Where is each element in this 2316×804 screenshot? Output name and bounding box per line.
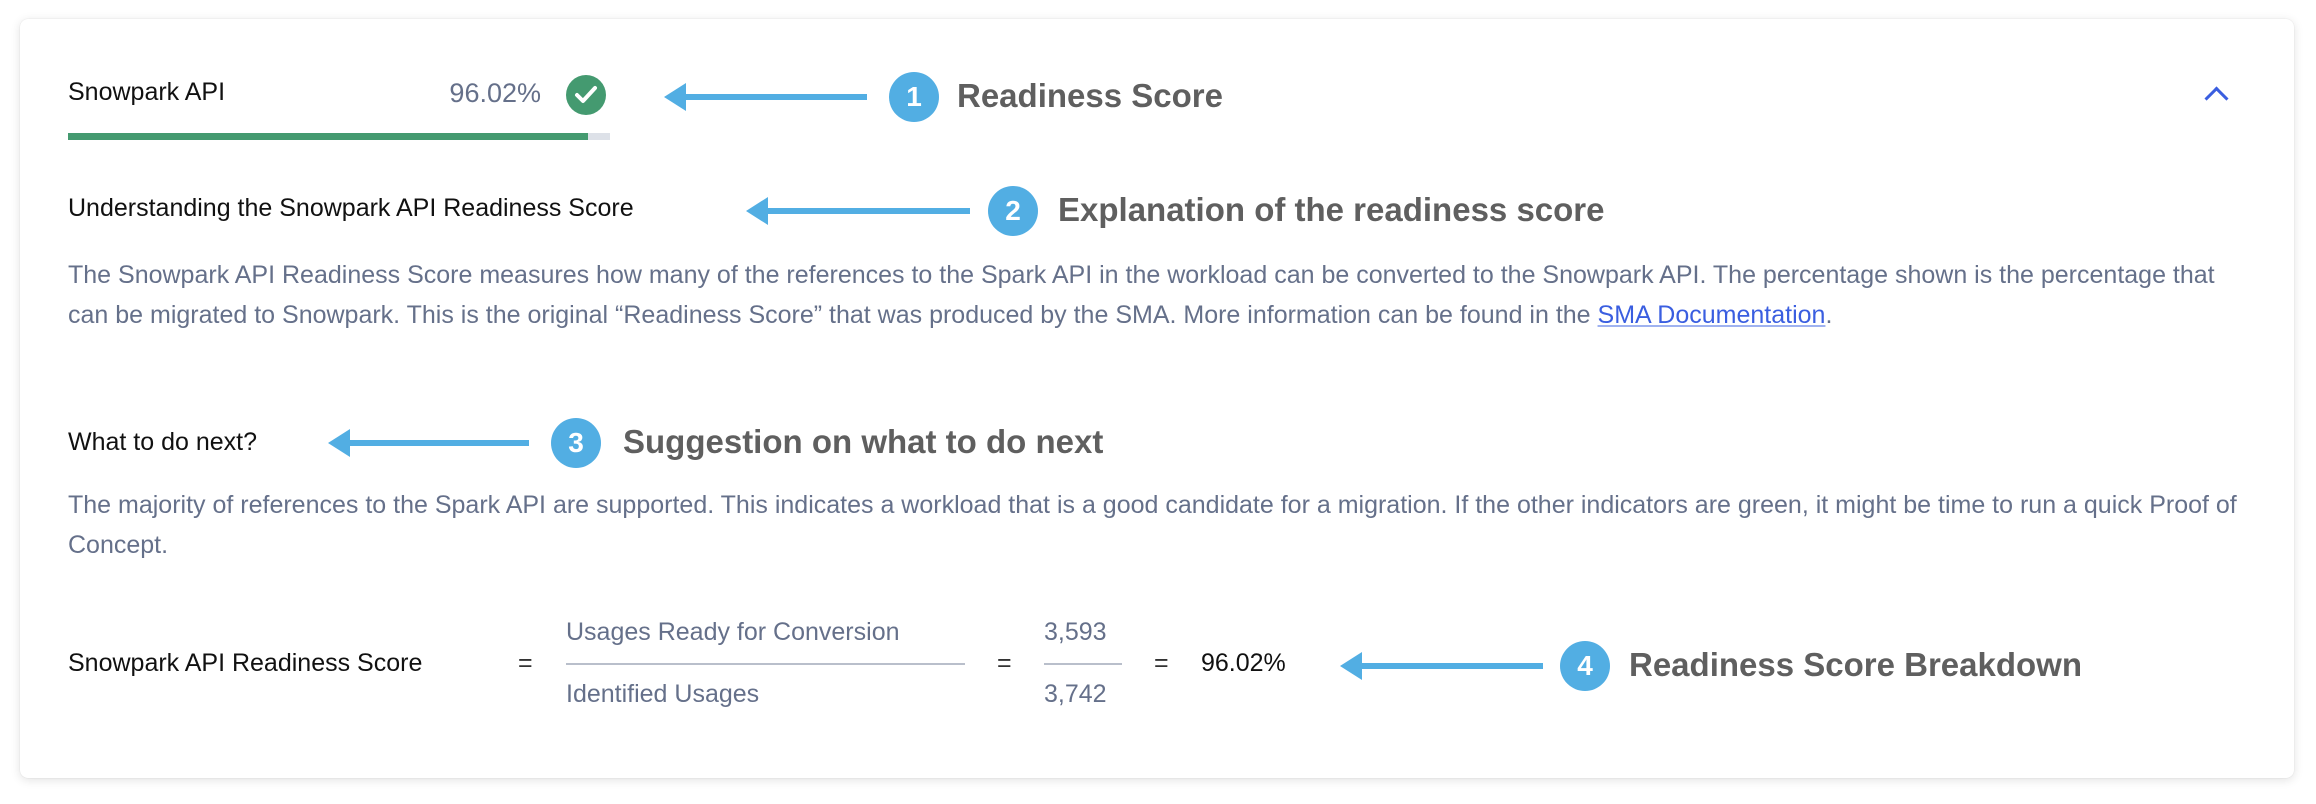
section-title: Snowpark API [68, 78, 226, 106]
denominator-label: Identified Usages [566, 680, 760, 708]
readiness-card [20, 19, 2294, 778]
formula-result: 96.02% [1201, 649, 1286, 677]
score-progress-fill [68, 133, 589, 140]
arrow-left-icon [1340, 652, 1543, 680]
fraction-line [1044, 663, 1122, 665]
annotation-label: Suggestion on what to do next [623, 423, 1104, 460]
arrow-left-icon [328, 429, 529, 457]
score-value: 96.02% [449, 78, 541, 108]
understanding-text: The Snowpark API Readiness Score measure… [68, 255, 2248, 335]
annotation-badge: 2 [988, 186, 1038, 236]
score-progress-bar [68, 133, 610, 140]
arrow-left-icon [746, 197, 970, 225]
period: . [1825, 301, 1833, 329]
equals-sign: = [997, 649, 1012, 677]
understanding-heading: Understanding the Snowpark API Readiness… [68, 194, 634, 222]
numerator-label: Usages Ready for Conversion [566, 618, 900, 646]
sma-documentation-link[interactable]: SMA Documentation [1597, 301, 1826, 329]
annotation-badge: 3 [551, 418, 601, 468]
formula-label: Snowpark API Readiness Score [68, 649, 423, 677]
next-text: The majority of references to the Spark … [68, 491, 2237, 559]
annotation-label: Explanation of the readiness score [1058, 191, 1605, 228]
check-circle-icon [566, 75, 606, 115]
arrow-left-icon [664, 83, 867, 111]
numerator-value: 3,593 [1044, 618, 1107, 646]
equals-sign: = [1154, 649, 1169, 677]
annotation-badge: 1 [889, 72, 939, 122]
understanding-body: The Snowpark API Readiness Score measure… [68, 261, 2215, 329]
fraction-line [566, 663, 965, 665]
annotation-label: Readiness Score Breakdown [1629, 646, 2083, 683]
next-heading: What to do next? [68, 428, 258, 456]
annotation-badge: 4 [1560, 641, 1610, 691]
denominator-value: 3,742 [1044, 680, 1107, 708]
equals-sign: = [518, 649, 533, 677]
annotation-label: Readiness Score [957, 77, 1223, 114]
